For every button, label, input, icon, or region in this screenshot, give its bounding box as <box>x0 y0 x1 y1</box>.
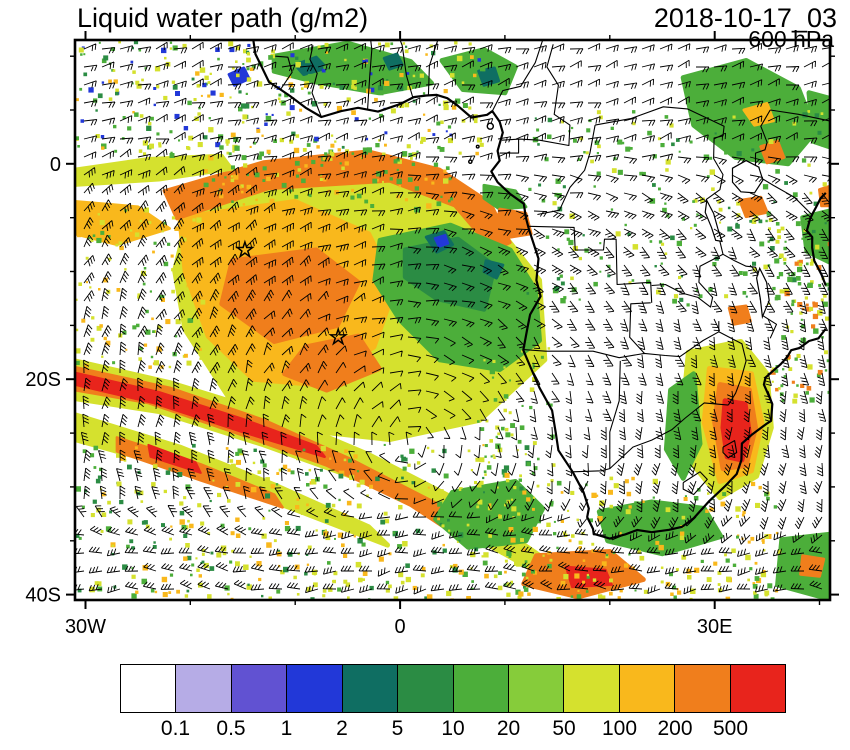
country-border <box>528 225 653 303</box>
country-border <box>399 40 414 98</box>
wind-barbs <box>75 41 830 595</box>
lwp-contour-fill <box>477 66 501 87</box>
st-helena-star-marker <box>328 326 349 346</box>
colorbar-cell <box>121 665 177 712</box>
x-tick-label: 30E <box>697 616 733 638</box>
colorbar-cell <box>675 665 731 712</box>
country-border <box>309 45 322 118</box>
country-border <box>572 360 621 473</box>
colorbar-tick-label: 200 <box>657 717 693 740</box>
country-border <box>754 109 771 175</box>
timestamp: 2018-10-17_03 <box>653 3 837 33</box>
lwp-contour-fill <box>219 247 361 344</box>
country-border <box>629 302 651 354</box>
colorbar-cell <box>564 665 620 712</box>
colorbar-tick-label: 0.5 <box>216 717 246 740</box>
colorbar-cell <box>176 665 232 712</box>
country-border <box>609 402 729 470</box>
colorbar-tick-label: 100 <box>601 717 638 740</box>
country-border <box>501 44 571 147</box>
colorbar-tick-label: 5 <box>391 717 404 740</box>
island-outline <box>475 144 480 149</box>
colorbar-cell <box>342 665 399 712</box>
y-tick-label: 0 <box>50 154 61 176</box>
country-border <box>755 174 812 215</box>
page-title: Liquid water path (g/m2) <box>77 3 369 33</box>
wind-barb-layer <box>75 41 830 595</box>
colorbar-cell <box>231 665 288 712</box>
x-tick-label: 30W <box>65 616 106 638</box>
colorbar-cell <box>287 665 343 712</box>
country-border <box>718 331 747 406</box>
country-border <box>275 55 293 90</box>
colorbar <box>120 664 786 713</box>
colorbar-tick-label: 500 <box>712 717 749 740</box>
colorbar-cell <box>619 665 676 712</box>
lwp-contour-fill <box>271 40 434 96</box>
colorbar-tick-label: 20 <box>496 717 521 740</box>
colorbar-cell <box>730 665 786 712</box>
lake-outline <box>755 266 770 320</box>
country-border <box>537 124 596 216</box>
colorbar-tick-label: 1 <box>280 717 293 740</box>
colorbar-cell <box>398 665 454 712</box>
colorbar-tick-label: 0.1 <box>160 717 191 740</box>
lwp-contour-fill <box>282 333 382 393</box>
y-tick-label: 20S <box>25 369 61 391</box>
country-border <box>367 40 373 109</box>
country-border <box>682 471 708 496</box>
country-border <box>770 109 830 122</box>
y-tick-label: 40S <box>25 585 61 607</box>
country-border <box>651 253 724 308</box>
lwp-contour-fill <box>382 52 404 71</box>
lake-outline <box>731 159 764 194</box>
x-tick-label: 0 <box>395 616 406 638</box>
island-outline <box>486 122 494 130</box>
colorbar-tick-label: 2 <box>336 717 348 740</box>
colorbar-cell <box>453 665 509 712</box>
country-border <box>523 349 666 359</box>
coastline <box>805 192 827 286</box>
country-border <box>491 40 544 112</box>
station-marker-layer <box>235 239 349 346</box>
country-border <box>722 440 738 459</box>
lwp-contour-fill <box>402 236 497 312</box>
country-border <box>427 40 439 97</box>
ascension-island-star-marker <box>235 239 255 259</box>
lwp-contour-fill <box>742 102 775 127</box>
island-outline <box>467 159 473 164</box>
colorbar-tick-label: 10 <box>441 717 465 740</box>
lwp-contour-fill <box>433 233 450 248</box>
colorbar-tick-label: 50 <box>552 717 576 740</box>
colorbar-cell <box>508 665 565 712</box>
lwp-contour-fill <box>596 499 724 557</box>
